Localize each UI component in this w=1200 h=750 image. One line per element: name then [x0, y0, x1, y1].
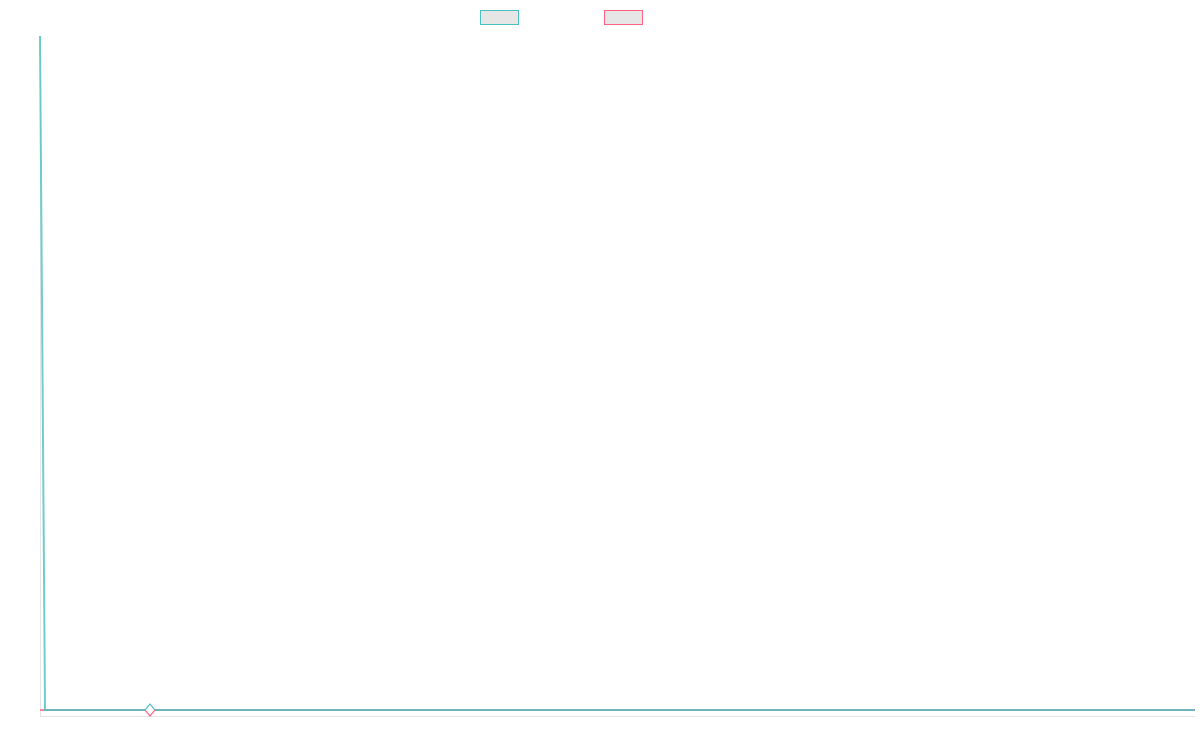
series-1-line: [39, 35, 1195, 711]
legend-item-series-1[interactable]: [480, 10, 519, 25]
series-1-point-marker[interactable]: [144, 703, 156, 711]
legend-item-series-2[interactable]: [604, 10, 643, 25]
series-2-point-marker[interactable]: [144, 709, 156, 717]
